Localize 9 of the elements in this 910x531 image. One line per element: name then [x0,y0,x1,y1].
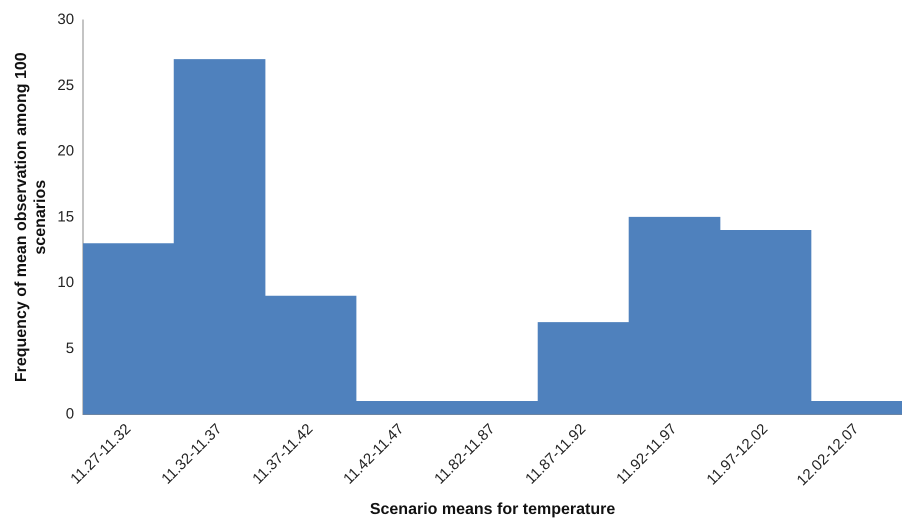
y-tick-label: 30 [57,11,74,28]
y-tick-label: 15 [57,208,74,226]
y-axis-title: Frequency of mean observation among 100 scenarios [13,52,50,382]
y-tick-label: 20 [57,142,74,160]
y-tick-label: 10 [57,274,74,292]
y-tick-label: 25 [57,76,74,94]
y-tick-label: 5 [66,340,74,357]
x-axis-title: Scenario means for temperature [370,500,616,518]
y-tick-label: 0 [66,406,74,423]
